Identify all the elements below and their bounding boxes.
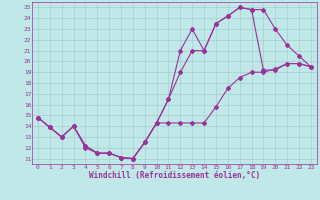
X-axis label: Windchill (Refroidissement éolien,°C): Windchill (Refroidissement éolien,°C) — [89, 171, 260, 180]
